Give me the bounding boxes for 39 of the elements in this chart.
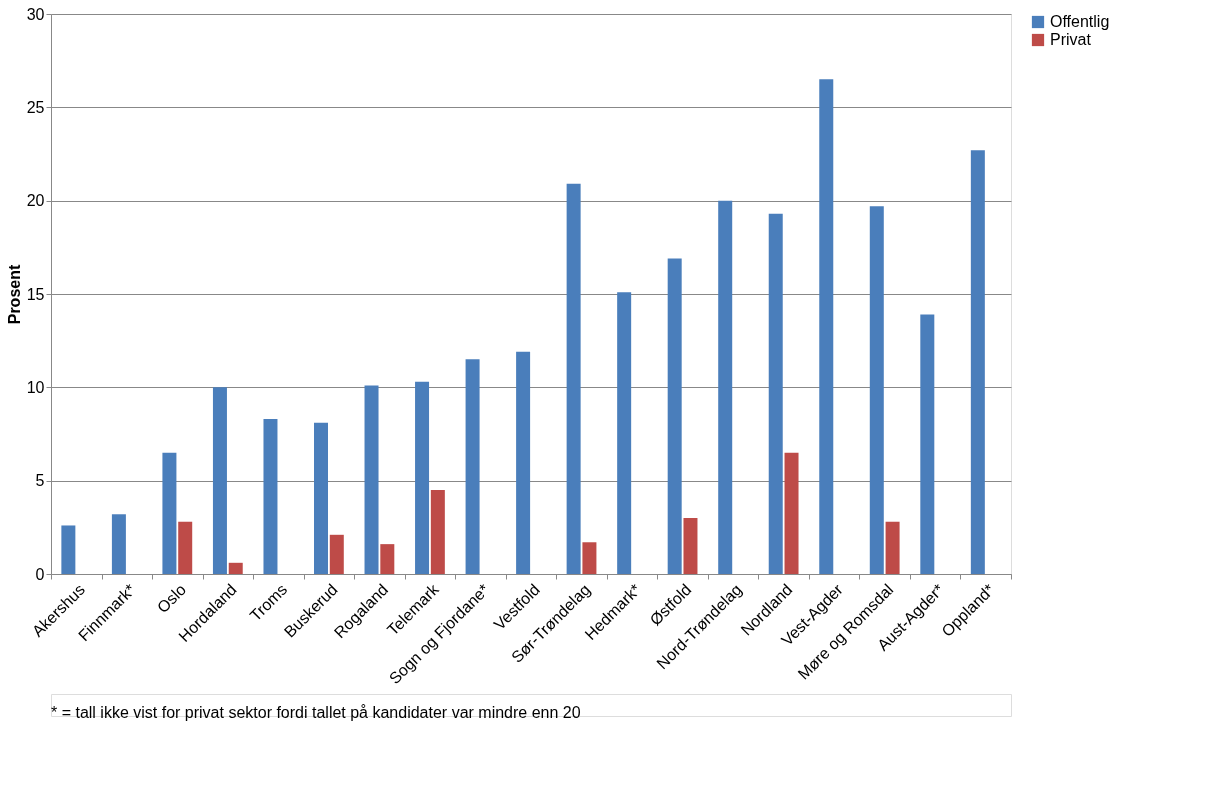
y-tick-label: 5 (35, 472, 45, 490)
bar (768, 213, 783, 574)
bar (178, 521, 193, 574)
text: * = tall ikke vist for privat sektor fordi tallet på kandidater var mindre enn 20 (51, 704, 581, 721)
bar (869, 206, 884, 574)
bar (970, 150, 985, 574)
bar (885, 521, 900, 574)
bar (228, 562, 243, 574)
bar (415, 381, 430, 574)
y-axis-title: Prosent (5, 264, 23, 325)
y-tick-label: 25 (26, 98, 45, 116)
bar (111, 514, 126, 574)
legend-label: Offentlig (1050, 13, 1110, 30)
bar (582, 542, 597, 574)
y-tick-label: 15 (26, 285, 45, 303)
legend-label: Privat (1050, 31, 1092, 48)
bar (61, 525, 76, 574)
bar (617, 292, 632, 574)
bar (683, 518, 698, 574)
bar (364, 385, 379, 574)
bar (263, 419, 278, 574)
y-tick-label: 30 (26, 5, 45, 23)
y-tick-label: 10 (26, 378, 45, 396)
bar (380, 544, 395, 574)
bar (566, 183, 581, 574)
bar (212, 387, 227, 574)
bar (430, 490, 445, 574)
bar (667, 258, 682, 574)
y-tick-label: 0 (35, 565, 45, 583)
bar (920, 314, 935, 574)
bar (819, 79, 834, 574)
bar (162, 452, 177, 574)
bar (329, 534, 344, 574)
bar (314, 422, 328, 574)
bar (784, 452, 799, 574)
y-tick-label: 20 (26, 192, 45, 210)
bar (516, 351, 531, 574)
bar (465, 359, 480, 574)
bar (718, 200, 733, 574)
